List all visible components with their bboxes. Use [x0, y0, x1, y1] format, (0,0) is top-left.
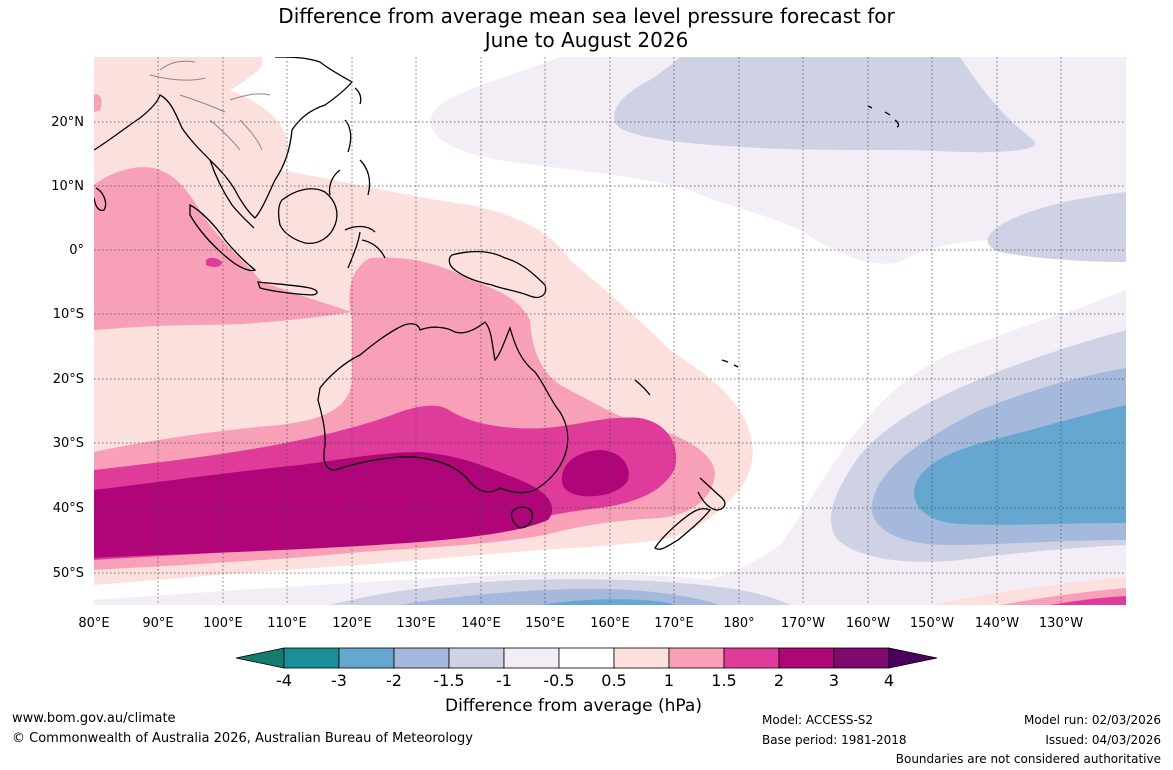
colorbar-high-extension [888, 647, 938, 669]
colorbar-low-extension [235, 647, 285, 669]
colorbar-tick: -3 [331, 671, 347, 690]
colorbar-tick: -4 [276, 671, 292, 690]
coast-new-zealand-south [654, 508, 712, 550]
model-name: Model: ACCESS-S2 [762, 713, 874, 727]
website-link[interactable]: www.bom.gov.au/climate [12, 711, 176, 726]
lat-label: 20°S [53, 372, 84, 387]
coast-sulawesi [344, 225, 386, 269]
coast-sumatra [189, 203, 257, 272]
contour-neg1-north-pacific [614, 57, 1036, 153]
contour-neg1-east-pacific [987, 192, 1126, 262]
colorbar-segment [448, 647, 505, 669]
map-area [94, 57, 1126, 605]
colorbar-tick: 1 [663, 671, 675, 690]
lon-label: 110°E [267, 616, 307, 631]
contour-pos05-top-strip [199, 57, 263, 80]
lon-label: 140°E [461, 616, 501, 631]
colorbar-segment [558, 647, 615, 669]
coast-japan [354, 87, 362, 105]
contour-pos15-se-corner [1050, 596, 1126, 605]
colorbar-segment [833, 647, 890, 669]
coast-sri-lanka [94, 187, 107, 211]
contour-pos1-indian-ocean [94, 167, 352, 330]
lon-label: 150°E [525, 616, 565, 631]
colorbar-segment [723, 647, 780, 669]
colorbar-segment [393, 647, 450, 669]
lon-label: 150°W [910, 616, 954, 631]
base-period: Base period: 1981-2018 [762, 733, 907, 747]
model-run-date: Model run: 02/03/2026 [1023, 713, 1161, 727]
lon-label: 90°E [142, 616, 173, 631]
colorbar-segment [613, 647, 670, 669]
lat-label: 40°S [53, 501, 84, 516]
lon-label: 160°E [590, 616, 630, 631]
lon-label: 130°W [1039, 616, 1083, 631]
contour-neg2-south-pacific [914, 405, 1126, 525]
boundaries-disclaimer: Boundaries are not considered authoritat… [895, 752, 1161, 766]
contour-pos2-tasman-high [561, 450, 629, 497]
colorbar-tick: 1.5 [711, 671, 737, 690]
issued-date: Issued: 04/03/2026 [1045, 733, 1161, 747]
coast-new-zealand-north [697, 477, 726, 511]
coast-tasmania [510, 506, 534, 529]
contour-pos15-spot [206, 257, 222, 267]
colorbar-tick: -1 [496, 671, 512, 690]
lat-label: 10°N [51, 179, 84, 194]
colorbar-segment [503, 647, 560, 669]
lon-label: 170°E [654, 616, 694, 631]
lon-label: 80°E [78, 616, 109, 631]
colorbar-tick: 4 [883, 671, 895, 690]
colorbar-tick: -0.5 [543, 671, 575, 690]
colorbar-tick: -1.5 [433, 671, 465, 690]
colorbar-tick: -2 [386, 671, 402, 690]
lon-label: 120°E [332, 616, 372, 631]
lon-label: 180° [723, 616, 754, 631]
map-title: Difference from average mean sea level p… [0, 4, 1173, 52]
lat-label: 10°S [53, 307, 84, 322]
lat-label: 20°N [51, 115, 84, 130]
colorbar [235, 647, 938, 669]
contour-pos1-dot-n [94, 94, 102, 112]
lon-label: 170°W [781, 616, 825, 631]
coast-fiji [721, 359, 739, 368]
coast-hawaii [867, 105, 900, 128]
colorbar-tick: 2 [773, 671, 785, 690]
colorbar-segment [283, 647, 340, 669]
contour-neg2-southern [540, 599, 675, 605]
copyright-text: © Commonwealth of Australia 2026, Austra… [12, 731, 473, 746]
lon-label: 140°W [975, 616, 1019, 631]
lat-axis-labels: 20°N 10°N 0° 10°S 20°S 30°S 40°S 50°S [51, 115, 84, 581]
country-borders [149, 60, 271, 151]
graticule [94, 57, 1126, 605]
coast-new-guinea [448, 250, 547, 299]
title-line-2: June to August 2026 [484, 28, 689, 52]
border-lines-asia [149, 60, 271, 151]
colorbar-segment [338, 647, 395, 669]
lat-label: 0° [69, 243, 84, 258]
lon-label: 130°E [396, 616, 436, 631]
colorbar-segment [668, 647, 725, 669]
lat-label: 50°S [53, 566, 84, 581]
colorbar-title: Difference from average (hPa) [0, 696, 1173, 716]
lat-label: 30°S [53, 436, 84, 451]
coastlines [94, 57, 900, 550]
title-line-1: Difference from average mean sea level p… [278, 4, 895, 28]
coast-new-caledonia [634, 379, 651, 396]
coast-malay-peninsula [209, 159, 255, 229]
contour-pos2-band [94, 452, 553, 558]
coast-australia [317, 321, 569, 494]
lon-label: 100°E [203, 616, 243, 631]
colorbar-tick: 3 [828, 671, 840, 690]
coast-borneo [278, 188, 338, 244]
colorbar-segment [778, 647, 835, 669]
colorbar-title-text: Difference from average (hPa) [445, 696, 702, 716]
lon-axis-labels: 80°E 90°E 100°E 110°E 120°E 130°E 140°E … [78, 616, 1083, 631]
lon-label: 160°W [846, 616, 890, 631]
coast-java [257, 281, 318, 296]
colorbar-tick: 0.5 [601, 671, 627, 690]
